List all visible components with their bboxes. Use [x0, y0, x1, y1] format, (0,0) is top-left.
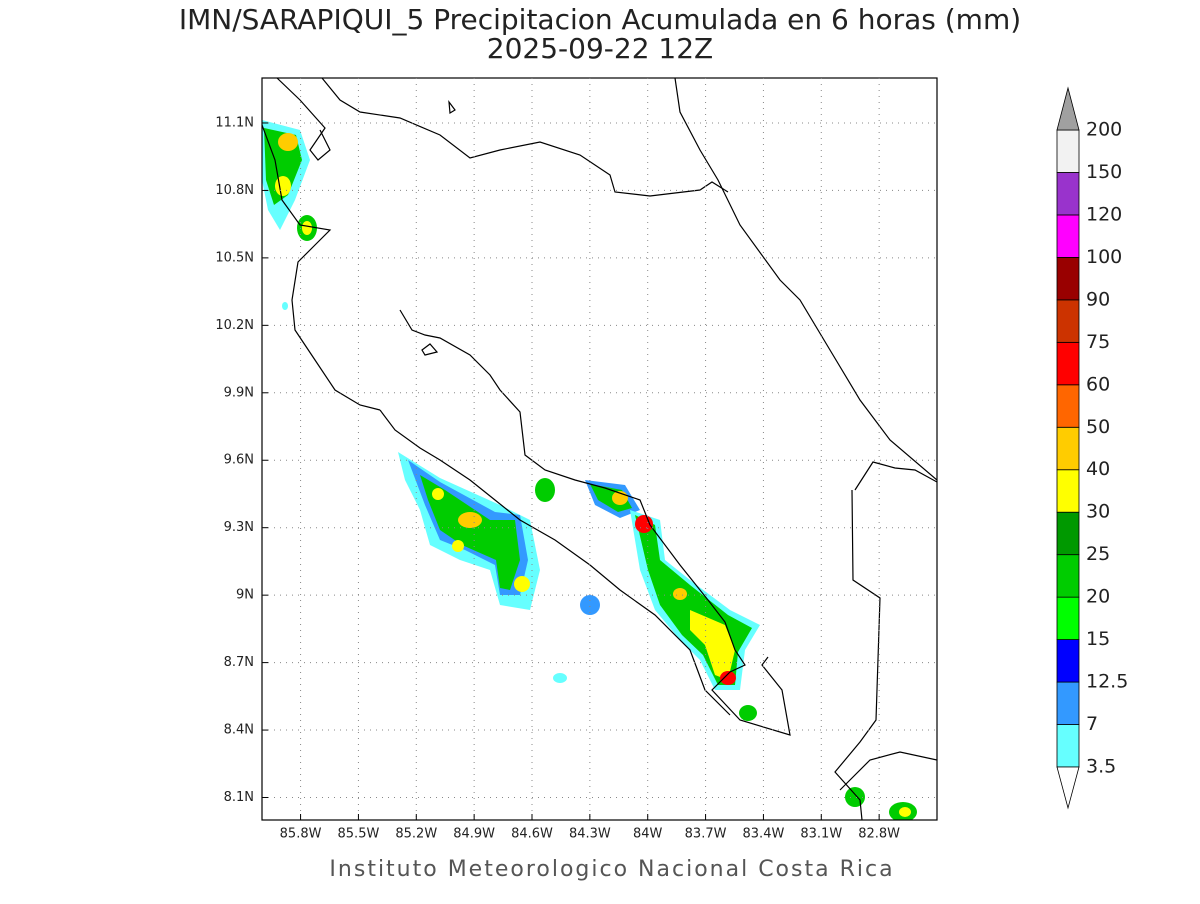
colorbar-label: 120	[1086, 203, 1122, 225]
colorbar-label: 100	[1086, 246, 1122, 268]
colorbar-swatch	[1056, 469, 1080, 513]
colorbar-label: 20	[1086, 586, 1110, 608]
footer: Instituto Meteorologico Nacional Costa R…	[329, 857, 894, 882]
colorbar-swatch	[1056, 426, 1080, 471]
x-tick-label: 84.9W	[453, 827, 495, 842]
y-tick-label: 9N	[236, 588, 254, 603]
y-tick-label: 9.6N	[224, 453, 254, 468]
colorbar-label: 12.5	[1086, 671, 1128, 693]
y-tick-label: 8.4N	[224, 723, 254, 738]
colorbar-over	[1056, 86, 1080, 131]
colorbar-label: 30	[1086, 501, 1110, 523]
colorbar-label: 60	[1086, 373, 1110, 395]
colorbar-swatch	[1056, 384, 1080, 428]
colorbar-label: 15	[1086, 628, 1110, 650]
x-tick-label: 84.6W	[511, 827, 553, 842]
colorbar-label: 7	[1086, 713, 1098, 735]
colorbar-swatch	[1056, 214, 1080, 258]
colorbar-swatch	[1056, 639, 1080, 683]
title: IMN/SARAPIQUI_5 Precipitacion Acumulada …	[179, 3, 1021, 36]
x-tick-label: 83.4W	[743, 827, 785, 842]
x-tick-label: 85.8W	[280, 827, 322, 842]
colorbar-swatch	[1056, 724, 1080, 768]
x-tick-label: 85.5W	[338, 827, 380, 842]
colorbar-label: 150	[1086, 161, 1122, 183]
x-tick-label: 82.8W	[858, 827, 900, 842]
y-tick-label: 9.3N	[224, 520, 254, 535]
colorbar-label: 25	[1086, 543, 1110, 565]
y-tick-label: 8.7N	[224, 655, 254, 670]
colorbar-swatch	[1056, 299, 1080, 343]
colorbar-swatch	[1056, 511, 1080, 556]
subtitle: 2025-09-22 12Z	[487, 32, 713, 65]
map-area	[262, 78, 937, 820]
coastlines	[262, 78, 937, 820]
colorbar-label: 90	[1086, 288, 1110, 310]
colorbar-label: 40	[1086, 458, 1110, 480]
x-tick-label: 83.7W	[685, 827, 727, 842]
precipitation	[262, 120, 917, 820]
x-tick-label: 83.1W	[800, 827, 842, 842]
y-tick-label: 10.5N	[215, 250, 254, 265]
colorbar-label: 75	[1086, 331, 1110, 353]
x-tick-label: 84.3W	[569, 827, 611, 842]
colorbar-swatch	[1056, 596, 1080, 641]
map-frame	[261, 77, 938, 821]
y-tick-label: 10.2N	[215, 318, 254, 333]
colorbar-swatch	[1056, 256, 1080, 301]
colorbar-swatch	[1056, 681, 1080, 725]
y-tick-label: 10.8N	[215, 183, 254, 198]
colorbar-label: 3.5	[1086, 756, 1116, 778]
colorbar-label: 50	[1086, 416, 1110, 438]
y-tick-label: 11.1N	[215, 115, 254, 130]
y-tick-label: 9.9N	[224, 385, 254, 400]
colorbar-label: 200	[1086, 119, 1122, 141]
colorbar-swatch	[1056, 172, 1080, 216]
colorbar-swatch	[1056, 554, 1080, 598]
x-tick-label: 85.2W	[395, 827, 437, 842]
colorbar-under	[1056, 766, 1080, 810]
x-tick-label: 84W	[633, 827, 663, 842]
colorbar-swatch	[1056, 129, 1080, 173]
y-tick-label: 8.1N	[224, 790, 254, 805]
colorbar-swatch	[1056, 341, 1080, 386]
